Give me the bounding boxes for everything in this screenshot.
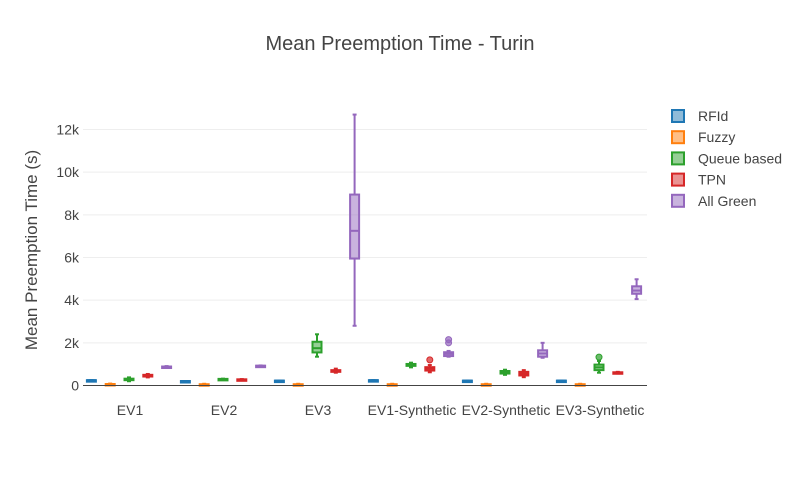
y-tick-label: 2k bbox=[64, 335, 80, 351]
box-all-green bbox=[631, 278, 643, 301]
box-queue-based bbox=[217, 377, 229, 382]
box-queue-based bbox=[593, 353, 605, 374]
legend-label: Fuzzy bbox=[698, 129, 735, 145]
y-tick-label: 10k bbox=[56, 164, 80, 180]
legend[interactable]: RFId Fuzzy Queue based TPN All Green bbox=[671, 108, 782, 209]
legend-swatch bbox=[671, 130, 685, 145]
box-queue-based bbox=[311, 333, 323, 358]
box-rfid bbox=[85, 379, 97, 383]
box-all-green bbox=[255, 364, 267, 369]
y-tick-label: 8k bbox=[64, 207, 80, 223]
x-tick-label: EV2 bbox=[211, 402, 238, 418]
box-iqr bbox=[311, 340, 323, 354]
x-tick-label: EV1-Synthetic bbox=[368, 402, 457, 418]
legend-label: All Green bbox=[698, 193, 756, 209]
outlier-point bbox=[426, 356, 434, 364]
box-plot-marks bbox=[85, 113, 643, 387]
y-tick-label: 0 bbox=[71, 378, 79, 394]
box-rfid bbox=[461, 379, 473, 384]
y-tick-label: 6k bbox=[64, 250, 80, 266]
box-rfid bbox=[367, 379, 379, 383]
outlier-point bbox=[445, 336, 453, 344]
box-tpn bbox=[330, 367, 342, 374]
box-all-green bbox=[537, 341, 549, 359]
y-tick-label: 4k bbox=[64, 292, 80, 308]
y-tick-labels: 0 2k 4k 6k 8k 10k 12k bbox=[56, 122, 80, 394]
box-queue-based bbox=[499, 368, 511, 376]
outlier-point bbox=[595, 353, 603, 361]
box-all-green bbox=[349, 113, 361, 327]
y-tick-label: 12k bbox=[56, 122, 80, 138]
box-rfid bbox=[273, 379, 285, 384]
box-tpn bbox=[612, 370, 624, 375]
legend-item-all-green[interactable]: All Green bbox=[671, 193, 756, 209]
legend-label: Queue based bbox=[698, 150, 782, 166]
x-tick-label: EV1 bbox=[117, 402, 144, 418]
legend-label: RFId bbox=[698, 108, 728, 124]
box-tpn bbox=[236, 378, 248, 382]
x-tick-label: EV2-Synthetic bbox=[462, 402, 551, 418]
box-all-green bbox=[443, 336, 455, 358]
legend-item-fuzzy[interactable]: Fuzzy bbox=[671, 129, 735, 145]
x-tick-labels: EV1 EV2 EV3 EV1-Synthetic EV2-Synthetic EV3-S… bbox=[117, 402, 645, 418]
legend-label: TPN bbox=[698, 172, 726, 188]
gridlines bbox=[83, 129, 647, 344]
legend-swatch bbox=[671, 151, 685, 166]
x-tick-label: EV3-Synthetic bbox=[556, 402, 645, 418]
box-tpn bbox=[518, 369, 530, 379]
legend-swatch bbox=[671, 193, 685, 208]
legend-swatch bbox=[671, 109, 685, 123]
legend-swatch bbox=[671, 172, 685, 187]
box-rfid bbox=[555, 379, 567, 384]
chart-title: Mean Preemption Time - Turin bbox=[266, 33, 535, 55]
box-tpn bbox=[424, 356, 436, 374]
legend-item-queue-based[interactable]: Queue based bbox=[671, 150, 782, 166]
box-rfid bbox=[179, 380, 191, 384]
box-queue-based bbox=[405, 361, 417, 369]
x-tick-label: EV3 bbox=[305, 402, 332, 418]
box-queue-based bbox=[123, 376, 135, 383]
y-axis-label: Mean Preemption Time (s) bbox=[22, 150, 41, 350]
legend-item-tpn[interactable]: TPN bbox=[671, 172, 726, 188]
box-tpn bbox=[142, 372, 154, 379]
legend-item-rfid[interactable]: RFId bbox=[671, 108, 728, 124]
box-iqr bbox=[349, 193, 361, 260]
box-all-green bbox=[161, 365, 173, 370]
